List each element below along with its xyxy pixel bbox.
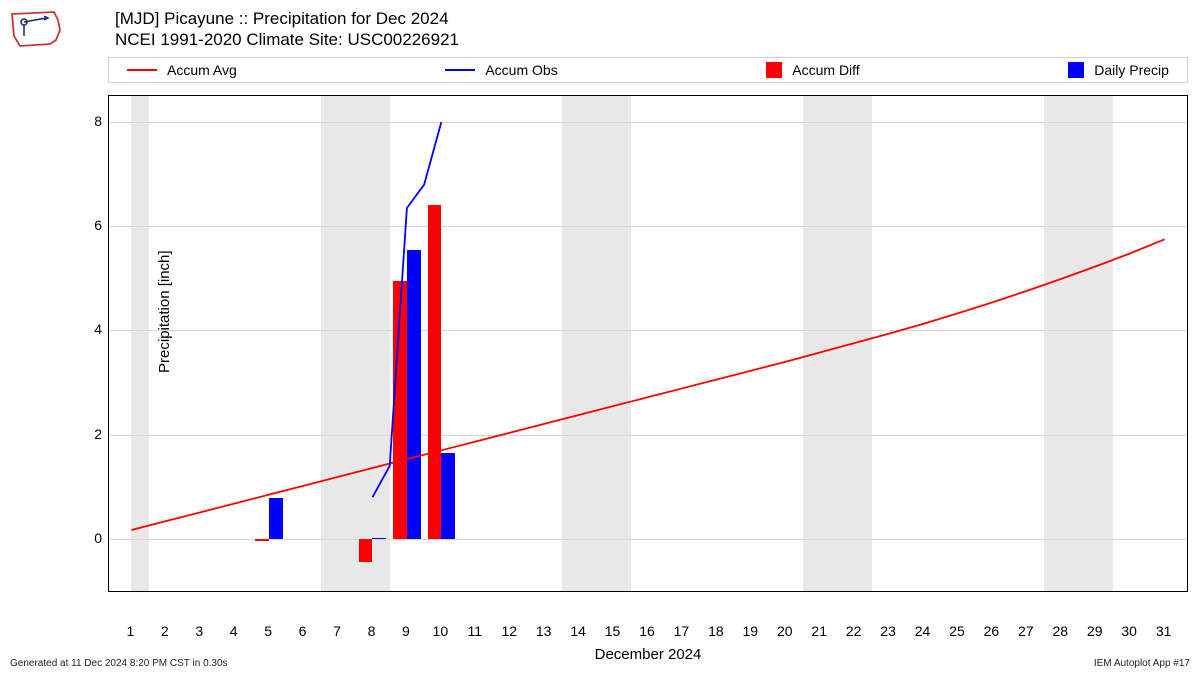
x-tick-label: 16 bbox=[639, 623, 655, 639]
x-tick-label: 13 bbox=[536, 623, 552, 639]
x-tick-label: 12 bbox=[501, 623, 517, 639]
accum-obs-line bbox=[372, 122, 441, 497]
y-axis-label: Precipitation [inch] bbox=[156, 250, 173, 373]
legend: Accum Avg Accum Obs Accum Diff Daily Precip bbox=[108, 57, 1188, 83]
legend-swatch bbox=[1068, 62, 1084, 78]
y-tick-label: 2 bbox=[74, 426, 102, 442]
x-tick bbox=[269, 591, 270, 592]
x-tick bbox=[992, 591, 993, 592]
x-tick bbox=[1096, 591, 1097, 592]
y-tick bbox=[108, 238, 109, 239]
x-tick-label: 23 bbox=[880, 623, 896, 639]
x-tick bbox=[682, 591, 683, 592]
x-tick-label: 10 bbox=[433, 623, 449, 639]
x-tick bbox=[1130, 591, 1131, 592]
x-tick bbox=[476, 591, 477, 592]
title-line1: [MJD] Picayune :: Precipitation for Dec … bbox=[115, 8, 459, 29]
title-line2: NCEI 1991-2020 Climate Site: USC00226921 bbox=[115, 29, 459, 50]
x-tick bbox=[820, 591, 821, 592]
x-tick-label: 31 bbox=[1156, 623, 1172, 639]
x-tick bbox=[855, 591, 856, 592]
x-tick-label: 7 bbox=[333, 623, 341, 639]
legend-swatch bbox=[766, 62, 782, 78]
x-tick-label: 21 bbox=[811, 623, 827, 639]
accum-avg-line bbox=[131, 239, 1164, 530]
x-tick-label: 26 bbox=[984, 623, 1000, 639]
legend-swatch bbox=[127, 69, 157, 71]
chart: Precipitation [inch] December 2024 02468… bbox=[108, 83, 1188, 613]
x-tick-label: 9 bbox=[402, 623, 410, 639]
y-tick bbox=[108, 134, 109, 135]
x-tick-label: 8 bbox=[368, 623, 376, 639]
x-tick-label: 22 bbox=[846, 623, 862, 639]
x-tick bbox=[166, 591, 167, 592]
x-tick-label: 19 bbox=[743, 623, 759, 639]
x-tick-label: 29 bbox=[1087, 623, 1103, 639]
legend-item: Accum Diff bbox=[766, 62, 859, 78]
x-tick bbox=[131, 591, 132, 592]
legend-label: Daily Precip bbox=[1094, 62, 1169, 78]
x-tick-label: 2 bbox=[161, 623, 169, 639]
x-tick bbox=[510, 591, 511, 592]
iem-logo bbox=[6, 6, 66, 50]
y-tick-label: 8 bbox=[74, 113, 102, 129]
legend-label: Accum Obs bbox=[485, 62, 557, 78]
legend-swatch bbox=[445, 69, 475, 71]
y-tick-label: 6 bbox=[74, 217, 102, 233]
y-tick bbox=[108, 551, 109, 552]
x-tick-label: 24 bbox=[915, 623, 931, 639]
x-tick bbox=[751, 591, 752, 592]
plot-area bbox=[108, 95, 1188, 592]
x-tick-label: 5 bbox=[264, 623, 272, 639]
x-tick-label: 18 bbox=[708, 623, 724, 639]
legend-label: Accum Avg bbox=[167, 62, 237, 78]
x-tick-label: 3 bbox=[195, 623, 203, 639]
legend-item: Accum Obs bbox=[445, 62, 557, 78]
footer-generated: Generated at 11 Dec 2024 8:20 PM CST in … bbox=[10, 658, 228, 669]
x-tick-label: 17 bbox=[674, 623, 690, 639]
x-tick-label: 4 bbox=[230, 623, 238, 639]
x-tick-label: 30 bbox=[1121, 623, 1137, 639]
x-tick bbox=[717, 591, 718, 592]
x-tick bbox=[958, 591, 959, 592]
x-tick-label: 15 bbox=[605, 623, 621, 639]
x-tick bbox=[786, 591, 787, 592]
x-tick-label: 14 bbox=[570, 623, 586, 639]
x-tick bbox=[1165, 591, 1166, 592]
x-tick-label: 1 bbox=[126, 623, 134, 639]
x-tick bbox=[338, 591, 339, 592]
x-tick bbox=[441, 591, 442, 592]
x-tick bbox=[614, 591, 615, 592]
y-tick bbox=[108, 342, 109, 343]
y-tick bbox=[108, 447, 109, 448]
y-tick-label: 4 bbox=[74, 321, 102, 337]
x-tick bbox=[648, 591, 649, 592]
x-tick bbox=[372, 591, 373, 592]
x-tick bbox=[1027, 591, 1028, 592]
x-tick bbox=[889, 591, 890, 592]
x-tick-label: 6 bbox=[299, 623, 307, 639]
x-tick-label: 25 bbox=[949, 623, 965, 639]
x-tick bbox=[200, 591, 201, 592]
x-tick bbox=[235, 591, 236, 592]
x-tick bbox=[407, 591, 408, 592]
x-tick bbox=[304, 591, 305, 592]
x-tick bbox=[545, 591, 546, 592]
x-tick bbox=[579, 591, 580, 592]
x-tick-label: 20 bbox=[777, 623, 793, 639]
legend-item: Accum Avg bbox=[127, 62, 237, 78]
line-layer bbox=[109, 96, 1187, 591]
x-tick bbox=[924, 591, 925, 592]
chart-title: [MJD] Picayune :: Precipitation for Dec … bbox=[115, 8, 459, 51]
x-tick-label: 28 bbox=[1052, 623, 1068, 639]
x-tick bbox=[1061, 591, 1062, 592]
x-tick-label: 27 bbox=[1018, 623, 1034, 639]
x-axis-label: December 2024 bbox=[108, 646, 1188, 663]
legend-label: Accum Diff bbox=[792, 62, 859, 78]
y-tick-label: 0 bbox=[74, 530, 102, 546]
x-tick-label: 11 bbox=[468, 623, 483, 639]
footer-app: IEM Autoplot App #17 bbox=[1094, 658, 1190, 669]
legend-item: Daily Precip bbox=[1068, 62, 1169, 78]
